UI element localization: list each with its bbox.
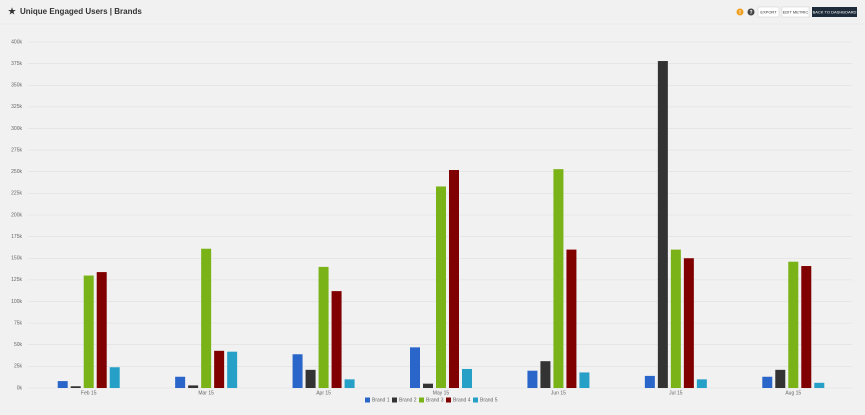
chart: 0k 25k 50k 75k 100k 125k 150k 175k 200k 225k 250k 2…	[11, 39, 852, 403]
bar	[683, 258, 694, 388]
bar	[83, 275, 94, 388]
x-tick-label: Aug 15	[785, 390, 801, 396]
legend-label: Brand 4	[453, 397, 471, 403]
legend-swatch	[365, 397, 370, 403]
bar	[670, 249, 681, 388]
bar	[70, 386, 81, 388]
page-title: Unique Engaged Users | Brands	[20, 7, 142, 16]
export-button-label: EXPORT	[760, 10, 777, 15]
y-tick-label: 0k	[17, 385, 23, 391]
y-tick-label: 175k	[11, 234, 22, 240]
export-button[interactable]	[757, 6, 780, 18]
legend-label: Brand 5	[480, 397, 498, 403]
bar	[527, 370, 538, 388]
bar	[788, 261, 799, 388]
alert-icon[interactable]	[736, 8, 744, 16]
y-tick-label: 25k	[14, 364, 23, 370]
x-tick-label: May 15	[433, 390, 450, 396]
alert-icon-text: !	[739, 10, 741, 16]
bar	[762, 376, 773, 388]
bar	[96, 272, 107, 388]
bar	[292, 354, 303, 388]
x-tick-label: Jul 15	[669, 390, 683, 396]
y-tick-label: 350k	[11, 83, 22, 89]
bar	[696, 379, 707, 388]
bar	[57, 381, 68, 388]
x-tick-label: Jun 15	[551, 390, 566, 396]
bar	[449, 170, 459, 388]
bar	[227, 351, 238, 388]
y-tick-label: 200k	[11, 212, 22, 218]
x-tick-label: Mar 15	[198, 390, 214, 396]
help-icon-text: ?	[749, 10, 752, 16]
bar	[775, 369, 786, 388]
bar	[657, 61, 668, 388]
legend-label: Brand 2	[399, 397, 417, 403]
y-tick-label: 250k	[11, 169, 22, 175]
help-icon[interactable]	[747, 8, 755, 16]
edit-metric-button-label: EDIT METRIC	[783, 10, 809, 15]
back-button-label: BACK TO DASHBOARD	[813, 10, 857, 15]
bar	[109, 367, 120, 388]
x-tick-label: Apr 15	[316, 390, 331, 396]
star-icon: ★	[8, 7, 17, 18]
y-tick-label: 75k	[14, 320, 23, 326]
legend-swatch	[473, 397, 478, 403]
bar	[175, 376, 186, 388]
bar	[410, 347, 420, 388]
bar	[814, 382, 825, 388]
legend-swatch	[392, 397, 397, 403]
legend-label: Brand 3	[426, 397, 444, 403]
bar	[553, 169, 564, 388]
y-tick-label: 50k	[14, 342, 23, 348]
y-tick-label: 325k	[11, 104, 22, 110]
legend-swatch	[446, 397, 451, 403]
y-tick-label: 400k	[11, 39, 22, 45]
edit-metric-button[interactable]	[781, 6, 810, 18]
bar	[201, 248, 212, 388]
bar	[462, 368, 472, 388]
bar	[423, 383, 433, 388]
bar	[566, 249, 577, 388]
y-tick-label: 100k	[11, 299, 22, 305]
y-tick-label: 125k	[11, 277, 22, 283]
y-tick-label: 375k	[11, 61, 22, 67]
legend-label: Brand 1	[372, 397, 390, 403]
legend-swatch	[419, 397, 424, 403]
back-button[interactable]	[812, 7, 857, 17]
bar	[305, 369, 316, 388]
y-tick-label: 275k	[11, 147, 22, 153]
y-tick-label: 225k	[11, 191, 22, 197]
bar	[436, 186, 446, 388]
bar	[801, 266, 812, 388]
bar	[331, 291, 342, 388]
bar	[188, 385, 199, 388]
x-tick-label: Feb 15	[81, 390, 97, 396]
bar	[344, 379, 355, 388]
y-tick-label: 300k	[11, 126, 22, 132]
bar	[579, 372, 590, 388]
y-tick-label: 150k	[11, 256, 22, 262]
bar	[540, 361, 551, 388]
bar	[318, 266, 329, 388]
bar	[644, 375, 655, 388]
bar	[214, 350, 225, 388]
